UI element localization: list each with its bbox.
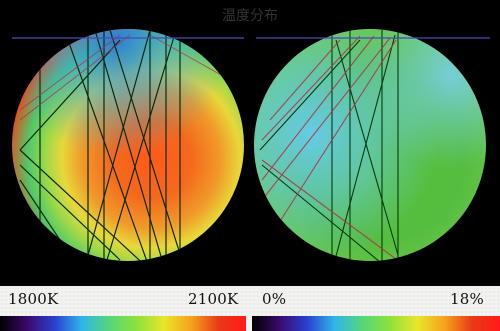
scale-caption-bar <box>0 286 500 316</box>
left-scale-max-label: 2100K <box>188 290 239 308</box>
left-colorbar <box>0 316 246 331</box>
right-colorbar <box>252 316 500 331</box>
ratio-map <box>254 29 490 261</box>
right-scale-min-label: 0% <box>262 290 287 308</box>
panel-title: 温度分布 <box>222 8 278 24</box>
colorbar-gap <box>246 316 252 331</box>
temperature-map <box>12 29 244 261</box>
image-panel: 温度分布 <box>12 8 490 261</box>
wafer-maps: 温度分布 <box>12 8 490 261</box>
colorbars <box>0 316 500 331</box>
left-scale-min-label: 1800K <box>8 290 59 308</box>
right-scale-max-label: 18% <box>450 290 484 308</box>
